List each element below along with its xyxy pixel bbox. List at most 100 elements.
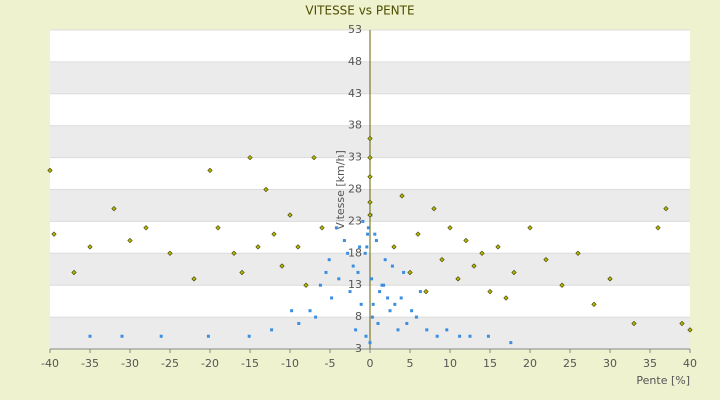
y-tick-label: 13 (348, 278, 362, 291)
x-tick-label: 20 (523, 357, 537, 370)
data-point (399, 193, 405, 199)
data-point (143, 225, 149, 231)
x-tick-label: -40 (41, 357, 59, 370)
x-tick-label: 35 (643, 357, 657, 370)
data-point (167, 250, 173, 256)
x-tick-label: -5 (325, 357, 336, 370)
x-tick-label: -15 (241, 357, 259, 370)
data-point (479, 250, 485, 256)
data-point (471, 263, 477, 269)
x-tick-label: -35 (81, 357, 99, 370)
x-tick-label: -25 (161, 357, 179, 370)
data-point (415, 231, 421, 237)
data-point (631, 320, 637, 327)
y-tick-label: 28 (348, 183, 362, 196)
data-point (295, 244, 301, 250)
data-point (458, 334, 462, 338)
data-point (396, 328, 400, 332)
data-point (418, 290, 422, 294)
data-point (330, 296, 334, 300)
data-point (373, 232, 377, 236)
data-point (390, 264, 394, 268)
data-point (327, 258, 331, 262)
y-tick-label: 23 (348, 214, 362, 227)
data-point (559, 282, 565, 288)
data-point (342, 239, 346, 243)
x-tick-label: 40 (683, 357, 697, 370)
data-point (391, 244, 397, 250)
data-point (423, 288, 429, 295)
x-tick-label: -30 (121, 357, 139, 370)
data-point (364, 334, 368, 338)
data-point (303, 282, 309, 288)
data-point (455, 276, 461, 282)
data-point (414, 315, 418, 319)
data-point (445, 328, 449, 332)
data-point (376, 321, 380, 325)
data-point (319, 225, 325, 231)
data-point (382, 283, 386, 287)
x-tick-label: 15 (483, 357, 497, 370)
y-tick-label: 33 (348, 151, 362, 164)
data-point (361, 219, 365, 223)
data-point (503, 295, 509, 301)
data-point (393, 302, 397, 306)
data-point (255, 244, 261, 250)
data-point (368, 341, 372, 345)
data-point (351, 264, 355, 268)
data-point (71, 269, 77, 276)
y-tick-label: 48 (348, 55, 362, 68)
data-point (346, 251, 350, 255)
data-point (318, 283, 322, 287)
x-tick-label: 5 (407, 357, 414, 370)
data-point (367, 212, 373, 218)
y-tick-label: 38 (348, 119, 362, 132)
data-point (486, 334, 490, 338)
chart-title: VITESSE vs PENTE (305, 4, 414, 18)
y-tick-label: 18 (348, 246, 362, 259)
data-point (348, 290, 352, 294)
data-point (47, 167, 53, 173)
data-point (271, 231, 277, 237)
data-point (287, 212, 293, 218)
data-point (88, 334, 92, 338)
data-point (468, 334, 472, 338)
data-point (279, 263, 285, 269)
data-point (87, 244, 93, 250)
data-point (366, 232, 370, 236)
y-tick-label: 43 (348, 87, 362, 100)
data-point (383, 258, 387, 262)
x-tick-label: -20 (201, 357, 219, 370)
data-point (365, 245, 369, 249)
data-point (366, 226, 370, 230)
data-point (380, 283, 384, 287)
data-point (410, 309, 414, 313)
data-point (324, 270, 328, 274)
data-point (370, 315, 374, 319)
data-point (120, 334, 124, 338)
data-point (378, 290, 382, 294)
data-point (191, 276, 197, 282)
x-tick-label: 30 (603, 357, 617, 370)
data-point (358, 245, 362, 249)
data-point (371, 302, 375, 306)
data-point (543, 257, 549, 263)
data-point (374, 239, 378, 243)
data-point (370, 277, 374, 281)
data-point (206, 334, 210, 338)
data-point (359, 302, 363, 306)
data-point (509, 341, 513, 345)
data-point (511, 269, 517, 276)
data-point (388, 309, 392, 313)
data-point (447, 225, 453, 231)
data-point (247, 154, 253, 161)
x-tick-label: 25 (563, 357, 577, 370)
y-tick-label: 3 (355, 342, 362, 355)
data-point (367, 135, 373, 142)
data-point (215, 225, 221, 231)
data-point (270, 328, 274, 332)
data-point (231, 250, 237, 256)
data-point (367, 174, 373, 180)
data-point (575, 250, 581, 256)
